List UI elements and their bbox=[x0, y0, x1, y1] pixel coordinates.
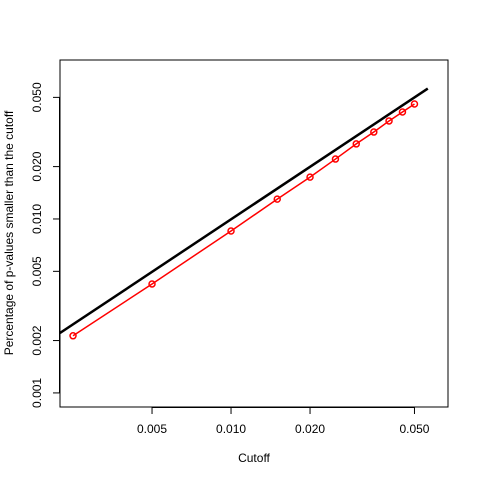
x-tick-label: 0.010 bbox=[216, 422, 246, 436]
data-point bbox=[370, 128, 378, 136]
y-tick-label: 0.050 bbox=[30, 82, 44, 112]
data-point bbox=[331, 155, 340, 163]
data-point bbox=[273, 195, 281, 203]
y-axis-label: Percentage of p-values smaller than the … bbox=[2, 110, 16, 355]
series-line bbox=[60, 87, 429, 335]
series-line bbox=[72, 103, 415, 337]
data-point bbox=[148, 280, 156, 288]
data-point bbox=[352, 140, 360, 148]
y-tick-label: 0.005 bbox=[30, 256, 44, 286]
data-point bbox=[69, 332, 77, 340]
data-point bbox=[227, 227, 235, 235]
y-tick-label: 0.001 bbox=[30, 378, 44, 408]
data-point bbox=[398, 108, 407, 116]
y-tick-label: 0.020 bbox=[30, 151, 44, 181]
x-axis-label: Cutoff bbox=[238, 451, 270, 465]
y-tick-label: 0.002 bbox=[30, 325, 44, 355]
y-tick-label: 0.010 bbox=[30, 204, 44, 234]
data-point bbox=[306, 173, 314, 181]
x-tick-label: 0.020 bbox=[295, 422, 325, 436]
x-tick-label: 0.005 bbox=[137, 422, 167, 436]
data-point bbox=[410, 100, 419, 108]
data-point bbox=[385, 117, 393, 125]
x-tick-label: 0.050 bbox=[399, 422, 429, 436]
